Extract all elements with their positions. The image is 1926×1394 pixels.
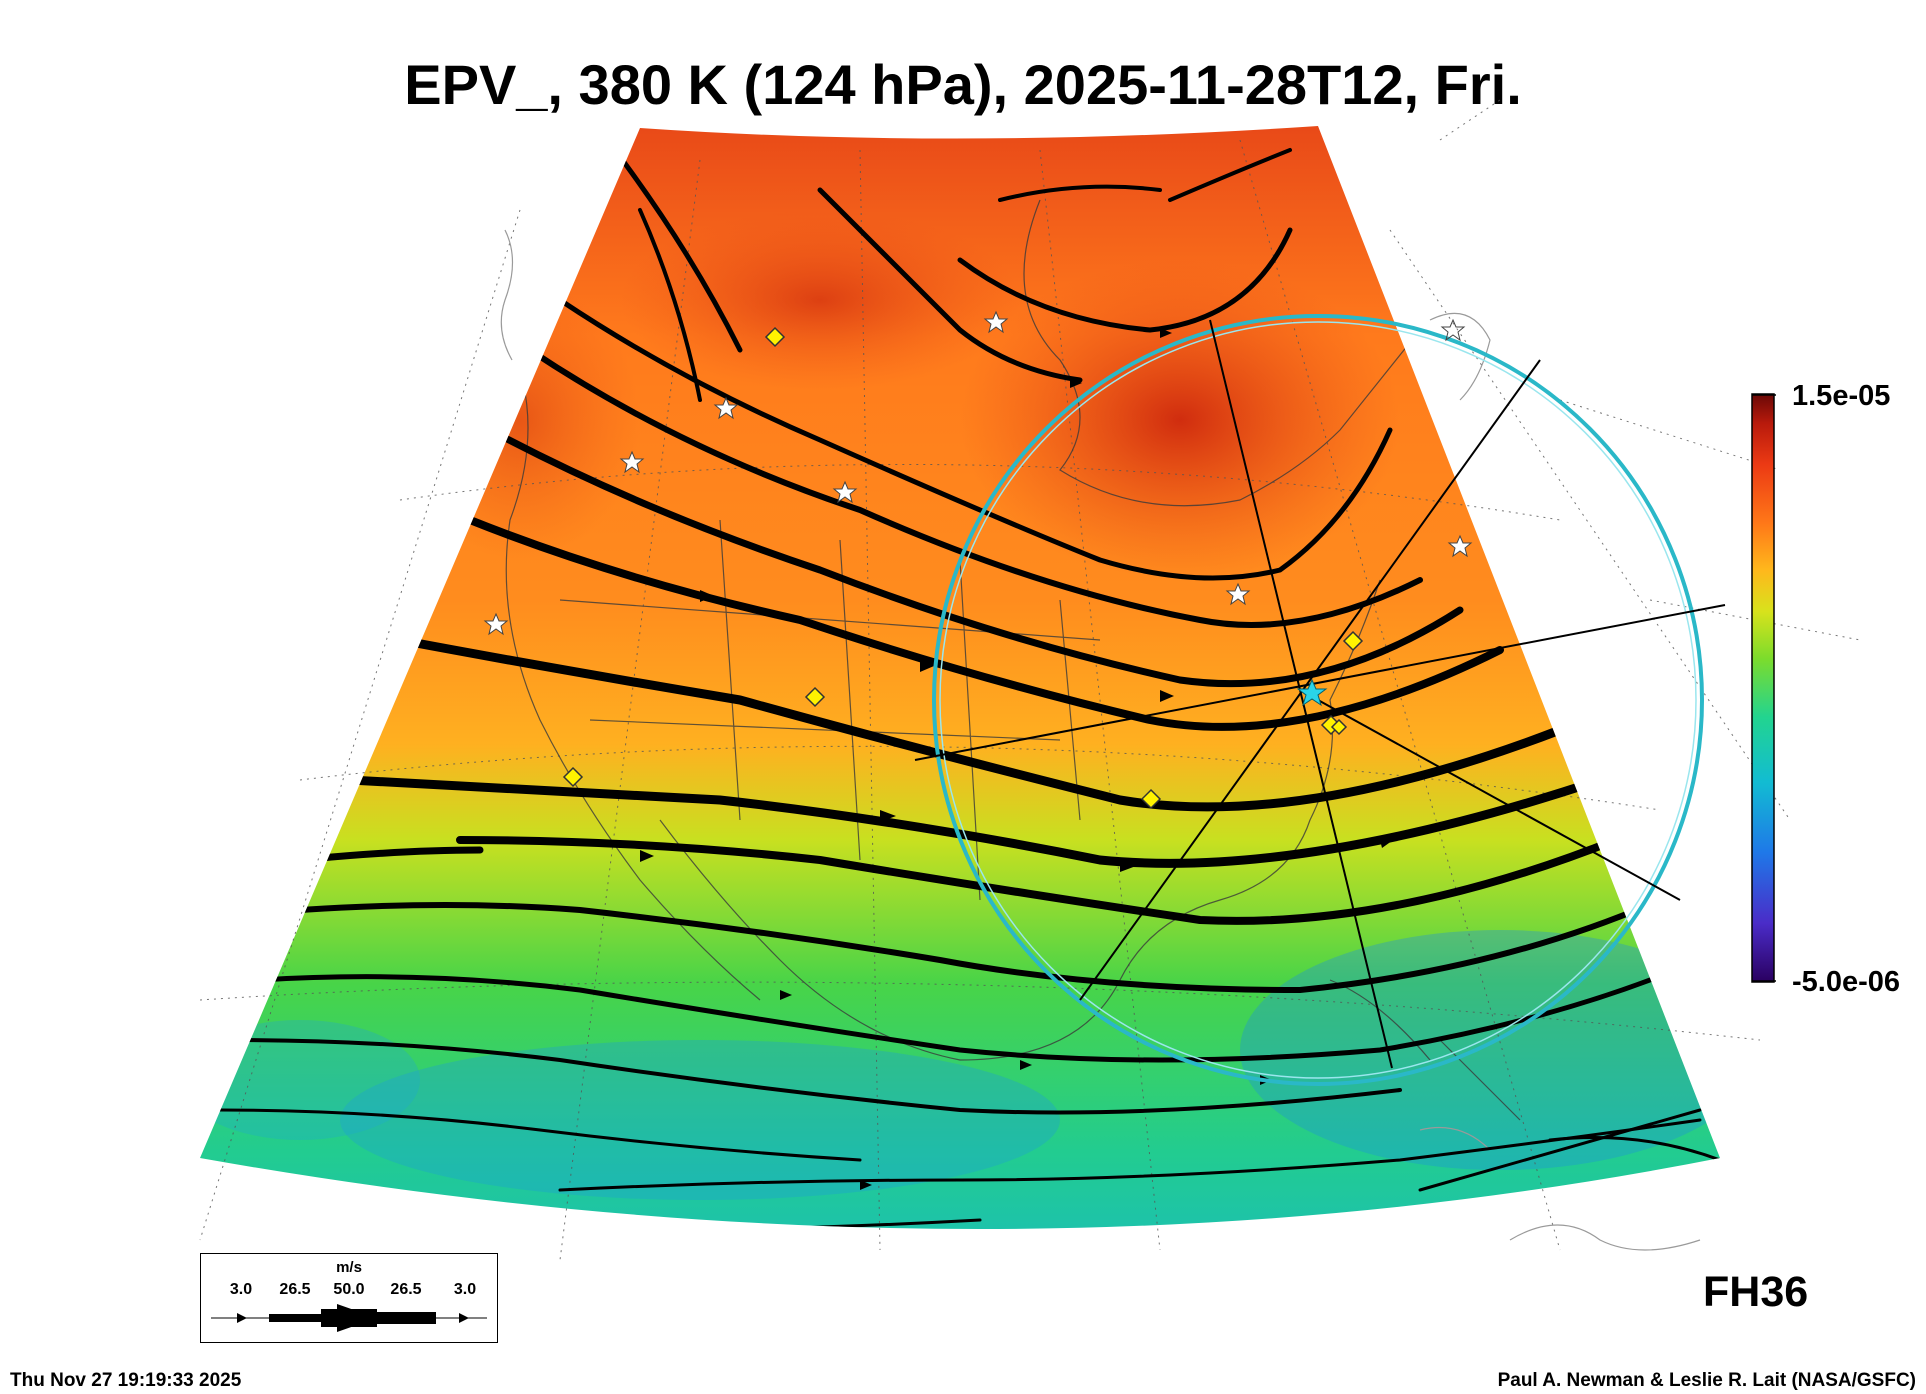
wind-speed-legend: m/s 3.0 26.5 50.0 26.5 3.0 [200, 1253, 498, 1343]
streamlines [218, 147, 1720, 1229]
diamond-marker [1342, 630, 1364, 652]
cross-section-lines [914, 319, 1726, 1069]
diamond-marker [562, 766, 584, 788]
range-ring [932, 314, 1704, 1086]
legend-value: 50.0 [333, 1281, 365, 1298]
outer-coastlines [500, 229, 1701, 1251]
legend-unit: m/s [336, 1259, 362, 1276]
diamond-marker [764, 326, 786, 348]
legend-value: 26.5 [279, 1281, 311, 1298]
footer-timestamp: Thu Nov 27 19:19:33 2025 [10, 1370, 242, 1391]
star-marker [713, 396, 739, 420]
star-marker [832, 480, 858, 504]
star-marker [1440, 318, 1466, 342]
colorbar [1751, 393, 1776, 983]
star-marker [1447, 534, 1473, 558]
legend-value: 26.5 [390, 1281, 422, 1298]
station-stars [483, 310, 1473, 636]
star-marker [619, 450, 645, 474]
colorbar-min-label: -5.0e-06 [1792, 966, 1901, 998]
center-star-icon [1296, 678, 1328, 707]
legend-value: 3.0 [229, 1281, 253, 1298]
legend-value: 3.0 [453, 1281, 477, 1298]
colorbar-max-label: 1.5e-05 [1792, 380, 1891, 412]
diamond-marker [804, 686, 826, 708]
star-marker [983, 310, 1009, 334]
plot-title: EPV_, 380 K (124 hPa), 2025-11-28T12, Fr… [404, 53, 1522, 116]
star-marker [1225, 582, 1251, 606]
diamond-marker [1140, 788, 1162, 810]
diamond-marker [1330, 718, 1348, 736]
star-marker [483, 612, 509, 636]
forecast-hour-label: FH36 [1703, 1268, 1809, 1316]
coastlines [505, 199, 1521, 1121]
legend-arrow-icon [211, 1304, 487, 1332]
footer-credit: Paul A. Newman & Leslie R. Lait (NASA/GS… [1497, 1370, 1916, 1391]
station-diamonds [562, 326, 1364, 810]
